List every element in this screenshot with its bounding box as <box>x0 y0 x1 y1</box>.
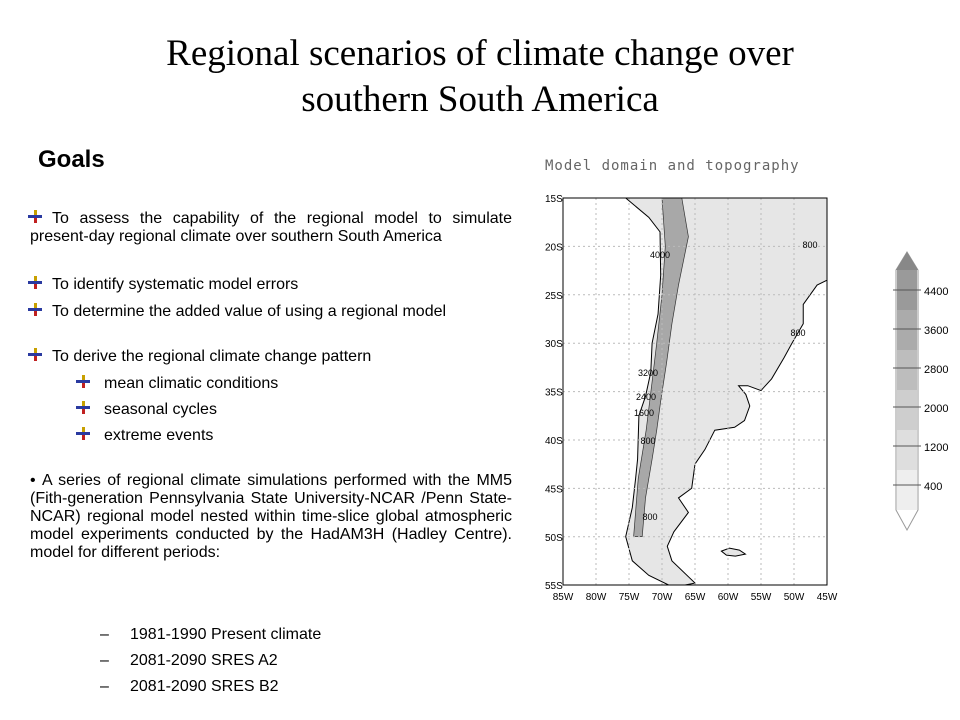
lon-label: 55W <box>751 592 772 603</box>
contour-label: 800 <box>642 512 657 522</box>
colorbar-band <box>897 310 917 350</box>
lat-label: 45S <box>545 484 563 495</box>
colorbar-label: 400 <box>924 481 942 493</box>
map-frame <box>562 197 828 586</box>
contour-label: 800 <box>802 240 817 250</box>
colorbar-label: 4400 <box>924 286 948 298</box>
bullet-dot: • <box>30 472 36 489</box>
dash: – <box>100 626 109 643</box>
lon-label: 85W <box>553 592 574 603</box>
colorbar-label: 2000 <box>924 403 948 415</box>
contour-label: 3200 <box>638 368 658 378</box>
lat-label: 20S <box>545 242 563 253</box>
lat-label: 15S <box>545 194 563 205</box>
goals-heading: Goals <box>38 146 105 173</box>
lat-label: 30S <box>545 339 563 350</box>
bullet: To identify systematic model errors <box>52 276 299 293</box>
colorbar-band <box>897 390 917 430</box>
falklands <box>720 547 747 557</box>
andes <box>633 198 689 537</box>
lat-label: 25S <box>545 291 563 302</box>
map-title: Model domain and topography <box>545 158 800 174</box>
lat-label: 40S <box>545 436 563 447</box>
lon-label: 60W <box>718 592 739 603</box>
colorbar-label: 1200 <box>924 442 948 454</box>
bullet: To assess the capability of the regional… <box>30 210 512 245</box>
dash: – <box>100 652 109 669</box>
lat-label: 35S <box>545 388 563 399</box>
paragraph: A series of regional climate simulations… <box>30 472 512 561</box>
lon-label: 45W <box>817 592 838 603</box>
dash: – <box>100 678 109 695</box>
lon-label: 70W <box>652 592 673 603</box>
sub-bullet: mean climatic conditions <box>104 375 279 392</box>
lat-label: 50S <box>545 533 563 544</box>
contour-label: 1600 <box>634 408 654 418</box>
title-line: southern South America <box>301 79 659 120</box>
lon-label: 80W <box>586 592 607 603</box>
period: 1981-1990 Present climate <box>130 626 322 643</box>
sub-bullet: seasonal cycles <box>104 401 217 418</box>
title-line: Regional scenarios of climate change ove… <box>166 33 794 74</box>
lat-label: 55S <box>545 581 563 592</box>
colorbar-band <box>897 470 917 510</box>
colorbar-tip <box>896 252 918 270</box>
colorbar-band <box>897 350 917 390</box>
bullet: To determine the added value of using a … <box>52 303 447 320</box>
sub-bullet: extreme events <box>104 427 214 444</box>
contour-label: 4000 <box>650 250 670 260</box>
colorbar-label: 2800 <box>924 364 948 376</box>
contour-label: 800 <box>790 328 805 338</box>
contour-label: 800 <box>640 436 655 446</box>
map-body <box>563 198 827 585</box>
period: 2081-2090 SRES B2 <box>130 678 279 695</box>
contour-label: 2400 <box>636 392 656 402</box>
lon-label: 65W <box>685 592 706 603</box>
period: 2081-2090 SRES A2 <box>130 652 278 669</box>
lon-label: 75W <box>619 592 640 603</box>
colorbar-label: 3600 <box>924 325 948 337</box>
lon-label: 50W <box>784 592 805 603</box>
bullet: To derive the regional climate change pa… <box>52 348 372 365</box>
colorbar-band <box>897 430 917 470</box>
